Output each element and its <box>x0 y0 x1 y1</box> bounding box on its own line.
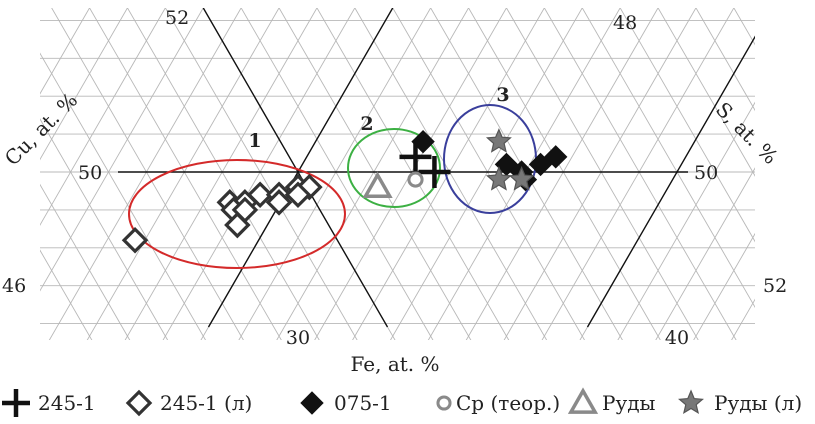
tick-label-cu-52: 52 <box>165 7 189 29</box>
group-label-3: 3 <box>496 84 509 106</box>
data-point-diamond-open <box>284 181 312 209</box>
tick-label-s-50: 50 <box>694 162 718 184</box>
grid-line-s <box>40 118 169 340</box>
legend-marker-diamond-filled <box>300 391 324 415</box>
grid-line-fe <box>465 8 659 340</box>
data-point-star <box>508 165 535 191</box>
grid-line-fe <box>503 8 697 340</box>
data-point-diamond-open <box>265 189 293 216</box>
grid-line-s <box>581 8 755 308</box>
legend-marker-circle <box>436 395 452 411</box>
data-point-diamond-filled <box>528 152 553 177</box>
grid-line-fe <box>162 8 356 340</box>
grid-line-s <box>40 52 207 340</box>
grid-line-s <box>695 8 755 112</box>
grid-line-s <box>733 8 755 46</box>
legend-label: 245-1 (л) <box>160 391 252 415</box>
axis-title-fe: Fe, at. % <box>350 352 439 376</box>
data-point-diamond-filled <box>544 145 568 169</box>
group-label-1: 1 <box>248 130 261 152</box>
data-point-plus <box>399 140 432 173</box>
chart-points <box>121 128 568 254</box>
grid-line-fe <box>86 8 280 340</box>
grid-line-fe <box>693 232 755 340</box>
major-line-fe <box>586 35 755 328</box>
legend-label: 075-1 <box>334 391 392 415</box>
chart-legend: 245-1 245-1 (л) 075-1 Cp (теор.) Руды Ру… <box>2 387 802 417</box>
legend-marker-shape <box>125 389 153 417</box>
legend-item-245-1: 245-1 <box>2 389 96 417</box>
legend-item-075-1: 075-1 <box>300 391 392 415</box>
legend-marker-triangle-open <box>567 387 599 414</box>
data-point-star <box>485 128 512 153</box>
grid-line-fe <box>124 8 318 340</box>
grid-line-fe <box>40 8 128 161</box>
grid-line-fe <box>427 8 621 340</box>
tick-label-fe-30: 30 <box>286 327 310 349</box>
tick-label-cu-50: 50 <box>78 162 102 184</box>
legend-item-rudy-l: Руды (л) <box>678 389 802 415</box>
grid-line-s <box>392 8 586 340</box>
grid-line-fe <box>48 8 242 340</box>
tick-label-fe-40: 40 <box>665 327 689 349</box>
axis-title-s: S, at. % <box>711 97 783 169</box>
legend-marker-shape <box>567 387 599 414</box>
grid-line-fe <box>40 8 166 226</box>
legend-label: 245-1 <box>38 391 96 415</box>
data-point-circle <box>407 171 424 188</box>
group-1-ellipse <box>128 159 346 269</box>
grid-line-s <box>468 8 661 340</box>
legend-marker-shape <box>678 389 704 415</box>
chart-grid <box>40 8 755 340</box>
legend-label: Cp (теор.) <box>456 391 560 415</box>
grid-line-fe <box>541 8 735 340</box>
grid-line-fe <box>731 298 755 340</box>
grid-line-fe <box>655 167 755 340</box>
grid-line-fe <box>276 8 470 340</box>
grid-line-fe <box>40 8 204 292</box>
legend-marker-shape <box>436 395 452 411</box>
major-line-fe <box>207 8 394 328</box>
legend-marker-diamond-open <box>125 389 153 417</box>
grid-line-fe <box>40 8 91 95</box>
legend-label: Руды (л) <box>714 391 802 415</box>
legend-marker-star <box>678 389 704 415</box>
grid-line-s <box>40 249 93 340</box>
grid-line-fe <box>617 101 755 340</box>
grid-line-s <box>316 8 510 340</box>
group-3-ellipse <box>443 104 537 214</box>
legend-item-245-1-l: 245-1 (л) <box>125 389 252 417</box>
legend-marker-shape <box>2 389 30 417</box>
grid-line-fe <box>579 36 755 340</box>
group-label-2: 2 <box>360 113 373 135</box>
grid-line-s <box>657 8 755 177</box>
grid-line-s <box>40 183 131 340</box>
data-point-star <box>485 165 512 191</box>
data-point-plus <box>418 156 451 188</box>
data-point-diamond-filled <box>411 129 435 154</box>
grid-line-s <box>51 8 244 340</box>
grid-line-fe <box>389 8 583 340</box>
grid-line-s <box>543 8 737 340</box>
grid-line-fe <box>238 8 432 340</box>
legend-marker-shape <box>300 391 324 415</box>
legend-label: Руды <box>602 391 656 415</box>
data-point-diamond-open <box>246 181 274 209</box>
data-point-triangle-open <box>362 171 393 198</box>
tick-label-s-52: 52 <box>763 275 787 297</box>
legend-marker-plus <box>2 389 30 417</box>
legend-item-cp: Cp (теор.) <box>436 391 560 415</box>
grid-line-s <box>619 8 755 243</box>
grid-line-s <box>505 8 699 340</box>
data-point-diamond-open <box>121 226 149 254</box>
data-point-diamond-open <box>224 211 251 239</box>
tick-label-cu-46: 46 <box>2 275 26 297</box>
tick-label-s-48: 48 <box>613 12 637 34</box>
legend-item-rudy: Руды <box>567 387 656 415</box>
group-2-ellipse <box>347 128 441 208</box>
